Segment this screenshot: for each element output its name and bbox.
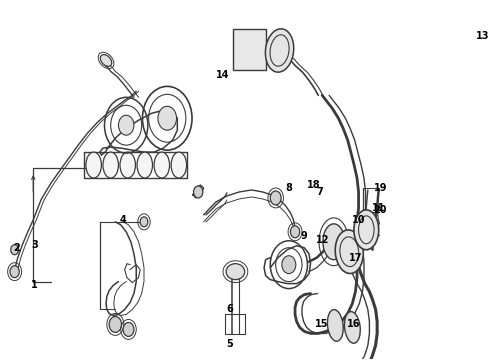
Text: 3: 3 xyxy=(31,240,38,250)
Text: 20: 20 xyxy=(373,205,387,215)
Text: 19: 19 xyxy=(373,183,387,193)
Text: 12: 12 xyxy=(316,235,330,245)
Circle shape xyxy=(11,245,19,255)
Text: 9: 9 xyxy=(301,231,308,241)
Circle shape xyxy=(119,115,134,135)
Circle shape xyxy=(10,266,19,278)
Ellipse shape xyxy=(154,152,170,178)
Text: 2: 2 xyxy=(13,243,20,253)
Text: 11: 11 xyxy=(372,203,386,213)
Ellipse shape xyxy=(344,312,360,343)
Text: 15: 15 xyxy=(315,319,328,329)
Text: 14: 14 xyxy=(216,71,229,80)
Bar xyxy=(233,28,266,71)
Text: 6: 6 xyxy=(226,305,233,315)
Circle shape xyxy=(158,106,176,130)
Text: 10: 10 xyxy=(352,215,366,225)
Ellipse shape xyxy=(103,152,119,178)
Circle shape xyxy=(140,217,148,227)
Ellipse shape xyxy=(354,210,379,250)
Ellipse shape xyxy=(335,230,363,274)
Ellipse shape xyxy=(171,152,187,178)
Circle shape xyxy=(291,226,300,238)
Text: 7: 7 xyxy=(317,187,323,197)
Circle shape xyxy=(109,316,122,332)
Text: 8: 8 xyxy=(285,183,293,193)
Ellipse shape xyxy=(382,201,403,229)
Ellipse shape xyxy=(226,264,245,280)
Text: 17: 17 xyxy=(349,253,362,263)
Circle shape xyxy=(194,186,203,198)
Text: 5: 5 xyxy=(226,339,233,349)
Circle shape xyxy=(123,323,134,336)
Ellipse shape xyxy=(323,224,344,260)
Text: 16: 16 xyxy=(347,319,361,329)
Text: 4: 4 xyxy=(120,215,126,225)
Text: 1: 1 xyxy=(31,280,38,289)
Text: 18: 18 xyxy=(307,180,320,190)
Circle shape xyxy=(282,256,296,274)
Ellipse shape xyxy=(137,152,152,178)
Ellipse shape xyxy=(266,29,294,72)
Text: 13: 13 xyxy=(476,31,489,41)
Ellipse shape xyxy=(86,152,101,178)
Circle shape xyxy=(270,191,281,205)
Ellipse shape xyxy=(327,310,343,341)
Ellipse shape xyxy=(100,55,112,66)
Ellipse shape xyxy=(120,152,135,178)
